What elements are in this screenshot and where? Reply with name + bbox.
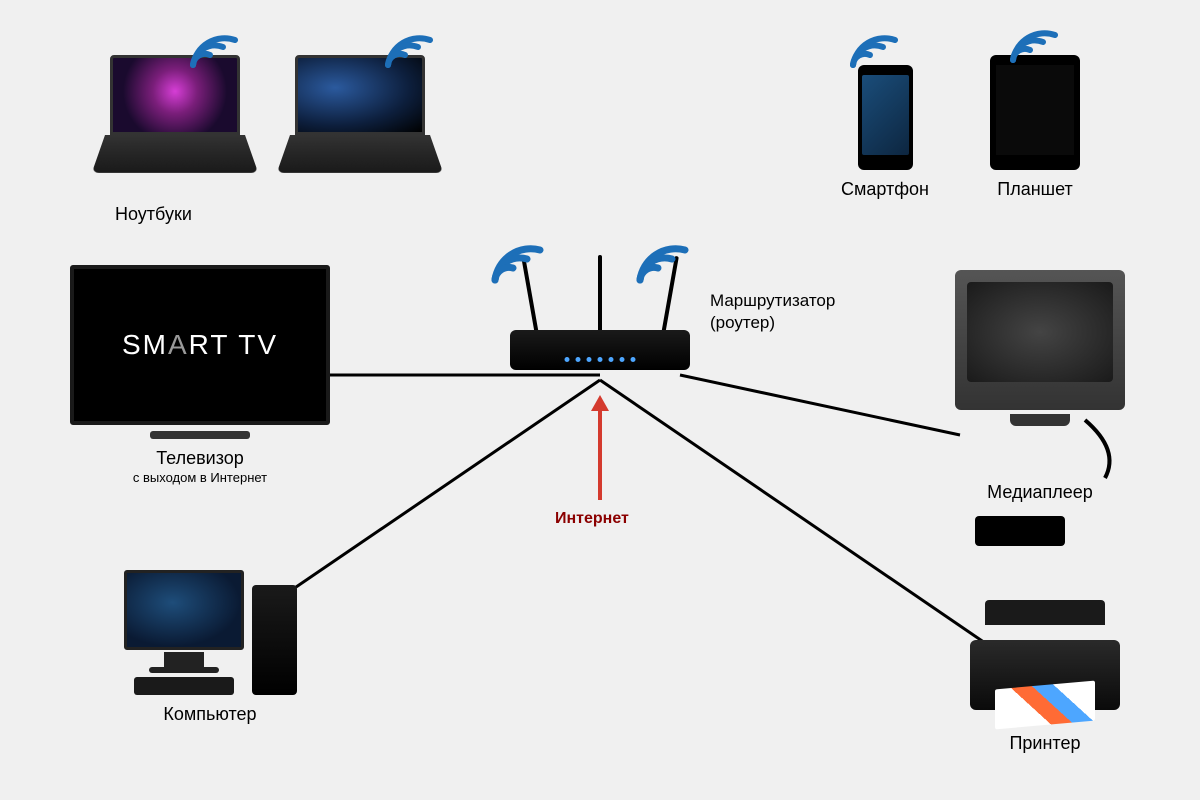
device-tv: SMART TV Телевизор с выходом в Интернет (65, 265, 335, 485)
crt-body (955, 270, 1125, 410)
device-tablet: Планшет (980, 55, 1090, 201)
router-leds (565, 357, 636, 362)
smartphone-screen (862, 75, 909, 155)
printer-paper (995, 681, 1095, 730)
tv-screen-text: SMART TV (122, 329, 278, 361)
tv-body: SMART TV (70, 265, 330, 425)
router-label: Маршрутизатор (роутер) (710, 290, 835, 334)
printer-body (970, 640, 1120, 710)
device-computer: Компьютер (110, 570, 310, 726)
router-antenna (598, 255, 602, 335)
crt-stand (1010, 414, 1070, 426)
network-diagram: Ноутбуки Смартфон Планшет SMART (0, 0, 1200, 800)
device-smartphone: Смартфон (835, 65, 935, 201)
tablet-screen (996, 65, 1074, 155)
tv-label: Телевизор (65, 447, 335, 470)
wifi-icon (380, 25, 435, 70)
device-router (510, 330, 690, 370)
device-printer: Принтер (960, 615, 1130, 755)
laptops-label: Ноутбуки (115, 203, 192, 226)
computer-label: Компьютер (110, 703, 310, 726)
device-laptop-1 (100, 55, 250, 180)
smartphone-body (858, 65, 913, 170)
wifi-icon (630, 235, 690, 285)
internet-label: Интернет (555, 510, 629, 528)
crt-screen (967, 282, 1113, 382)
mediaplayer-label: Медиаплеер (940, 481, 1140, 504)
tablet-label: Планшет (980, 178, 1090, 201)
internet-arrow-icon (585, 395, 615, 505)
router-label-text: Маршрутизатор (710, 291, 835, 310)
wifi-icon (485, 235, 545, 285)
wifi-icon (185, 25, 240, 70)
wifi-icon (845, 25, 900, 70)
tv-sublabel: с выходом в Интернет (65, 470, 335, 485)
media-box (975, 516, 1065, 546)
tablet-body (990, 55, 1080, 170)
laptop-1-keyboard (92, 135, 258, 173)
smartphone-label: Смартфон (835, 178, 935, 201)
desktop-keyboard (134, 677, 234, 695)
desktop-tower (252, 585, 297, 695)
device-laptop-2 (285, 55, 435, 180)
printer-label: Принтер (960, 732, 1130, 755)
laptop-2-keyboard (277, 135, 443, 173)
router-body (510, 330, 690, 370)
desktop-monitor (124, 570, 244, 695)
printer-top (985, 600, 1105, 625)
device-mediaplayer: Медиаплеер (940, 270, 1140, 504)
wifi-icon (1005, 20, 1060, 65)
cable-mediaplayer (680, 375, 960, 435)
tv-stand (150, 431, 250, 439)
router-sublabel-text: (роутер) (710, 313, 775, 332)
